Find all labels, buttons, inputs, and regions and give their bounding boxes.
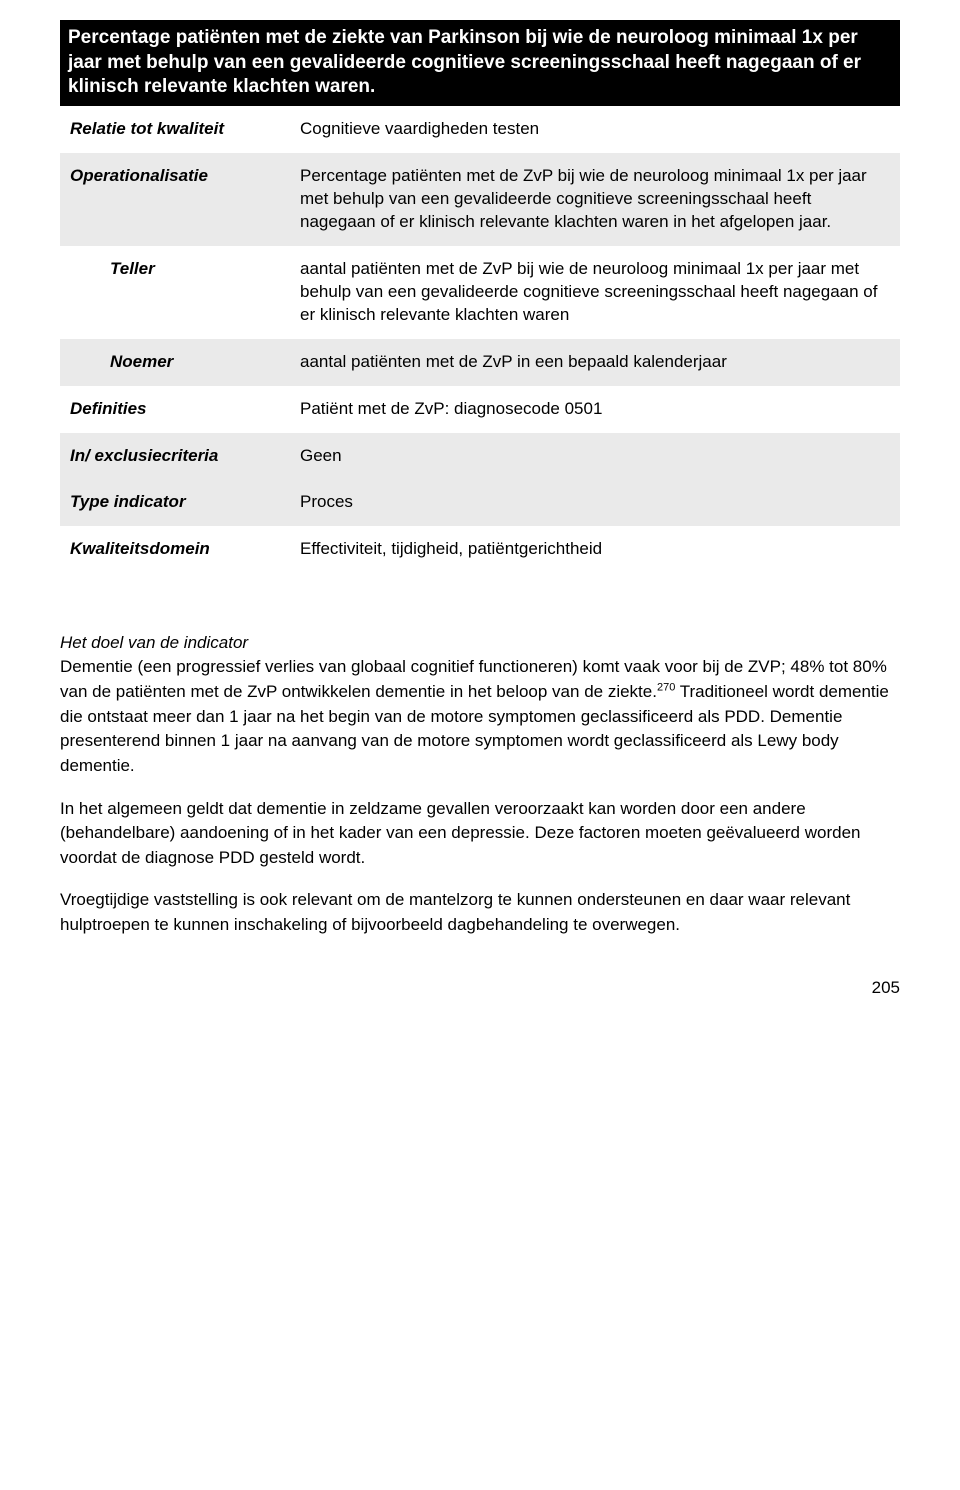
row-value: Patiënt met de ZvP: diagnosecode 0501: [290, 386, 900, 433]
table-row: Type indicatorProces: [60, 479, 900, 526]
table-row: OperationalisatiePercentage patiënten me…: [60, 153, 900, 246]
row-label: Operationalisatie: [60, 153, 290, 246]
row-label: Kwaliteitsdomein: [60, 526, 290, 573]
row-value: Cognitieve vaardigheden testen: [290, 106, 900, 153]
table-row: Telleraantal patiënten met de ZvP bij wi…: [60, 246, 900, 339]
table-row: Noemeraantal patiënten met de ZvP in een…: [60, 339, 900, 386]
row-label: Definities: [60, 386, 290, 433]
footnote-ref: 270: [657, 681, 675, 693]
section-heading: Het doel van de indicator: [60, 633, 900, 653]
paragraph-2: In het algemeen geldt dat dementie in ze…: [60, 797, 900, 871]
row-label: Type indicator: [60, 479, 290, 526]
row-value: Proces: [290, 479, 900, 526]
table-row: DefinitiesPatiënt met de ZvP: diagnoseco…: [60, 386, 900, 433]
table-row: Relatie tot kwaliteitCognitieve vaardigh…: [60, 106, 900, 153]
page-number: 205: [60, 978, 900, 998]
row-label: Teller: [60, 246, 290, 339]
row-label: Relatie tot kwaliteit: [60, 106, 290, 153]
table-row: KwaliteitsdomeinEffectiviteit, tijdighei…: [60, 526, 900, 573]
table-row: In/ exclusiecriteriaGeen: [60, 433, 900, 480]
indicator-table: Relatie tot kwaliteitCognitieve vaardigh…: [60, 106, 900, 573]
row-value: Effectiviteit, tijdigheid, patiëntgerich…: [290, 526, 900, 573]
row-value: Percentage patiënten met de ZvP bij wie …: [290, 153, 900, 246]
row-value: Geen: [290, 433, 900, 480]
row-label: In/ exclusiecriteria: [60, 433, 290, 480]
row-label: Noemer: [60, 339, 290, 386]
paragraph-3: Vroegtijdige vaststelling is ook relevan…: [60, 888, 900, 937]
header-banner: Percentage patiënten met de ziekte van P…: [60, 20, 900, 106]
paragraph-1: Dementie (een progressief verlies van gl…: [60, 655, 900, 778]
row-value: aantal patiënten met de ZvP in een bepaa…: [290, 339, 900, 386]
row-value: aantal patiënten met de ZvP bij wie de n…: [290, 246, 900, 339]
